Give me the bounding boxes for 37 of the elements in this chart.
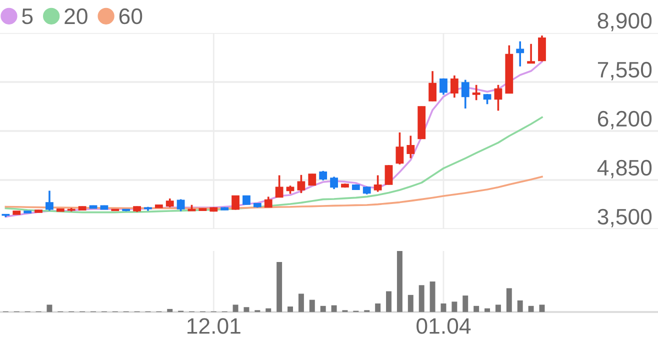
y-tick-label: 8,900 bbox=[598, 12, 652, 32]
bar bbox=[320, 306, 326, 312]
bar bbox=[452, 302, 458, 312]
bar bbox=[495, 304, 501, 312]
bar bbox=[167, 308, 173, 312]
y-tick-label: 7,550 bbox=[598, 62, 652, 80]
bar bbox=[528, 306, 534, 312]
legend-label: 60 bbox=[119, 8, 142, 24]
bar bbox=[386, 291, 392, 312]
bar bbox=[418, 285, 424, 312]
y-tick-label: 3,500 bbox=[598, 208, 652, 228]
bar bbox=[506, 288, 512, 312]
bar bbox=[430, 282, 436, 312]
x-tick-label: 12.01 bbox=[188, 318, 240, 334]
bar bbox=[396, 250, 402, 312]
bar bbox=[539, 304, 545, 312]
legend-label: 5 bbox=[22, 8, 33, 24]
bar bbox=[276, 262, 282, 312]
legend-label: 20 bbox=[64, 8, 88, 24]
bar bbox=[484, 308, 490, 312]
y-tick-label: 6,200 bbox=[598, 110, 652, 130]
bar bbox=[298, 294, 304, 312]
bar bbox=[331, 305, 337, 312]
bar bbox=[474, 306, 480, 312]
y-tick-label: 4,850 bbox=[597, 160, 652, 178]
x-tick-label: 01.04 bbox=[416, 318, 471, 334]
bar bbox=[517, 300, 523, 312]
bar bbox=[288, 306, 293, 312]
bar bbox=[462, 296, 468, 312]
bar bbox=[266, 308, 272, 312]
bar bbox=[440, 303, 446, 312]
bar bbox=[232, 304, 238, 312]
bar bbox=[46, 304, 52, 312]
bar bbox=[244, 307, 250, 312]
bar bbox=[309, 300, 315, 312]
bar bbox=[375, 303, 381, 312]
bar bbox=[408, 294, 414, 312]
